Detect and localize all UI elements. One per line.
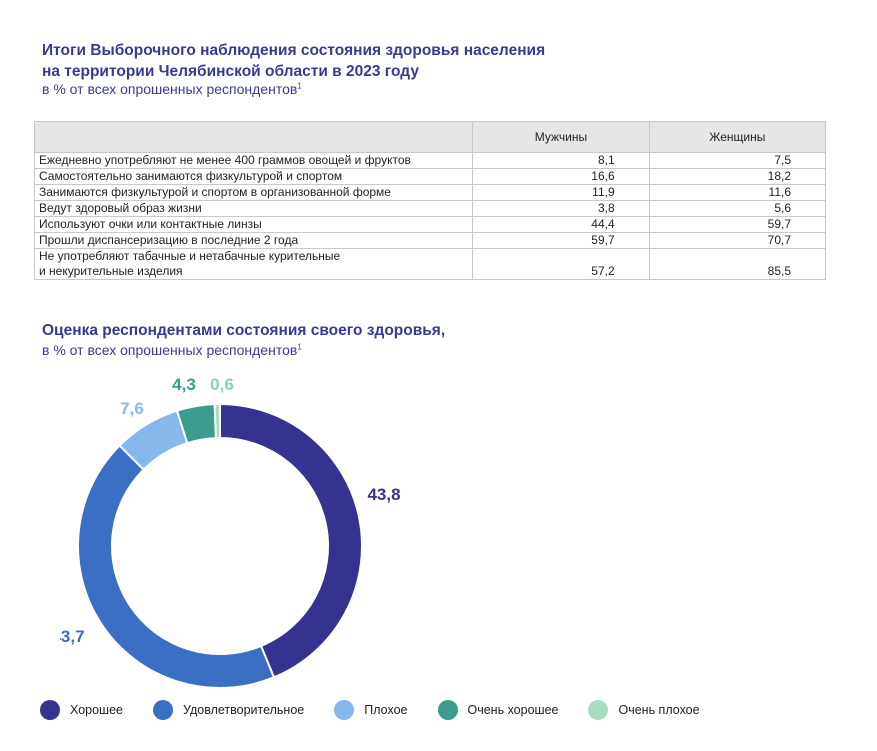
row-women: 70,7 <box>648 232 827 249</box>
legend-item: Очень плохое <box>588 700 700 720</box>
row-men: 44,4 <box>472 216 650 233</box>
row-label: Используют очки или контактные линзы <box>33 216 474 233</box>
row-label: Ежедневно употребляют не менее 400 грамм… <box>33 152 474 169</box>
footnote-marker: 1 <box>297 342 302 352</box>
section1-subtitle: в % от всех опрошенных респондентов <box>42 81 298 97</box>
table-row: Ежедневно употребляют не менее 400 грамм… <box>33 152 827 169</box>
table-row: Занимаются физкультурой и спортом в орга… <box>33 184 827 201</box>
chart-legend: Хорошее Удовлетворительное Плохое Очень хор… <box>40 700 700 720</box>
table-row: Прошли диспансеризацию в последние 2 год… <box>33 232 827 249</box>
row-women: 59,7 <box>648 216 827 233</box>
legend-swatch <box>153 700 173 720</box>
row-women: 11,6 <box>648 184 827 201</box>
donut-label-4: 4,3 <box>172 375 196 394</box>
donut-slice-2 <box>77 444 276 689</box>
donut-label-1: 43,8 <box>367 485 400 504</box>
section1-title: Итоги Выборочного наблюдения состояния з… <box>42 40 742 82</box>
health-indicators-table: Мужчины Женщины Ежедневно употребляют не… <box>33 121 827 280</box>
row-label: Не употребляют табачные и нетабачные кур… <box>33 248 474 280</box>
legend-item: Очень хорошее <box>437 700 559 720</box>
row-label: Самостоятельно занимаются физкультурой и… <box>33 168 474 185</box>
row-men: 3,8 <box>472 200 650 217</box>
row-men: 57,2 <box>472 248 650 280</box>
section2-subtitle: в % от всех опрошенных респондентов <box>42 342 298 358</box>
legend-label: Удовлетворительное <box>183 703 305 717</box>
legend-label: Плохое <box>364 703 408 717</box>
legend-label: Очень хорошее <box>467 703 559 717</box>
legend-label: Очень плохое <box>618 703 700 717</box>
section1-title-line2: на территории Челябинской области в 2023… <box>42 63 419 80</box>
row-women: 85,5 <box>648 248 827 280</box>
table-row: Самостоятельно занимаются физкультурой и… <box>33 168 827 185</box>
donut-slice-5 <box>213 402 221 440</box>
row-men: 11,9 <box>472 184 650 201</box>
row-women: 18,2 <box>648 168 827 185</box>
legend-swatch <box>334 700 355 720</box>
row-men: 59,7 <box>472 232 650 249</box>
header-label <box>33 121 474 153</box>
legend-item: Удовлетворительное <box>153 700 304 720</box>
header-women: Женщины <box>648 121 827 153</box>
row-label: Занимаются физкультурой и спортом в орга… <box>33 184 474 201</box>
donut-label-3: 7,6 <box>120 399 144 418</box>
table-row: Не употребляют табачные и нетабачные кур… <box>33 248 827 280</box>
section1-title-line1: Итоги Выборочного наблюдения состояния з… <box>42 42 546 59</box>
table-header-row: Мужчины Женщины <box>33 121 827 153</box>
row-label-line1: Не употребляют табачные и нетабачные кур… <box>39 249 341 263</box>
donut-label-2: 43,7 <box>60 627 85 646</box>
section1-subtitle-wrap: в % от всех опрошенных респондентов1 <box>42 81 302 97</box>
section2-title: Оценка респондентами состояния своего зд… <box>42 322 446 339</box>
legend-swatch <box>40 700 60 720</box>
legend-item: Плохое <box>334 700 408 720</box>
legend-swatch <box>588 700 609 720</box>
row-men: 8,1 <box>472 152 650 169</box>
health-donut-chart: 43,8 43,7 7,6 4,3 0,6 <box>60 375 401 689</box>
legend-item: Хорошее <box>40 700 123 720</box>
donut-slice-1 <box>219 402 363 679</box>
row-men: 16,6 <box>472 168 650 185</box>
table-row: Ведут здоровый образ жизни 3,8 5,6 <box>33 200 827 217</box>
row-label-line2: и некурительные изделия <box>39 264 183 278</box>
table-row: Используют очки или контактные линзы 44,… <box>33 216 827 233</box>
row-women: 7,5 <box>648 152 827 169</box>
row-label: Ведут здоровый образ жизни <box>33 200 474 217</box>
row-label: Прошли диспансеризацию в последние 2 год… <box>33 232 474 249</box>
row-women: 5,6 <box>648 200 827 217</box>
header-men: Мужчины <box>472 121 650 153</box>
donut-label-5: 0,6 <box>210 375 234 394</box>
footnote-marker: 1 <box>297 81 302 91</box>
legend-label: Хорошее <box>70 703 123 717</box>
legend-swatch <box>437 700 458 720</box>
section2-subtitle-wrap: в % от всех опрошенных респондентов1 <box>42 342 302 358</box>
